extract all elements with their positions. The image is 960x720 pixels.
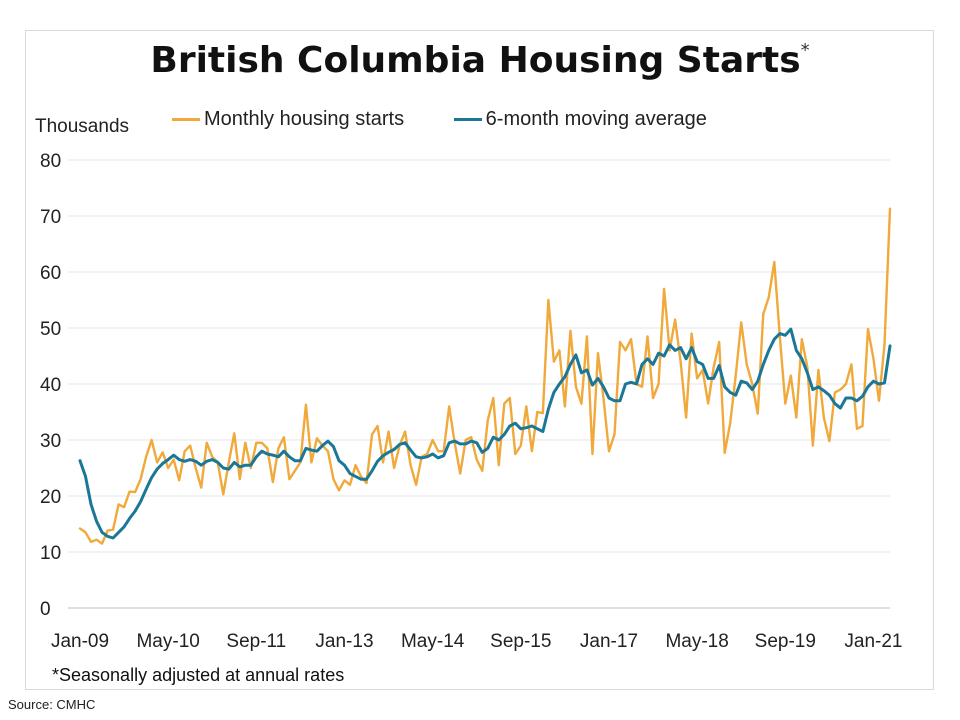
x-tick-labels: Jan-09 May-10 Sep-11 Jan-13 May-14 Sep-15 Jan-… [51,631,903,652]
x-tick-Sep-11: Sep-11 [226,631,286,652]
x-tick-Jan-13: Jan-13 [315,631,373,652]
x-tick-Jan-09: Jan-09 [51,631,109,652]
legend-item-moving-average: 6-month moving average [453,108,707,131]
y-tick-40: 40 [40,375,61,396]
x-tick-Jan-17: Jan-17 [580,631,638,652]
legend-label-monthly: Monthly housing starts [204,108,405,130]
y-tick-80: 80 [40,151,61,172]
y-tick-10: 10 [40,543,61,564]
chart-title: British Columbia Housing Starts* [0,40,960,81]
y-axis-label: Thousands [35,116,130,137]
x-tick-Sep-15: Sep-15 [490,631,551,652]
y-tick-20: 20 [40,487,61,508]
x-tick-Jan-21: Jan-21 [844,631,902,652]
chart-title-asterisk: * [800,40,810,61]
y-tick-50: 50 [40,319,61,340]
footnote: *Seasonally adjusted at annual rates [52,665,345,685]
x-tick-May-18: May-18 [665,631,728,652]
legend-swatch-monthly [172,118,200,121]
y-tick-60: 60 [40,263,61,284]
chart-frame [25,30,934,690]
x-tick-Sep-19: Sep-19 [755,631,816,652]
source-note: Source: CMHC [8,697,96,712]
legend-label-moving-average: 6-month moving average [485,108,707,130]
series-lines [78,207,892,545]
series-line-moving-average [78,327,892,540]
gridlines [68,159,890,609]
legend-swatch-moving-average [453,118,482,121]
y-tick-labels: 0 10 20 30 40 50 60 70 80 [40,151,61,620]
y-tick-30: 30 [40,431,61,452]
y-tick-70: 70 [40,207,61,228]
legend-item-monthly: Monthly housing starts [172,108,404,131]
chart-title-text: British Columbia Housing Starts [150,40,801,81]
x-tick-May-14: May-14 [401,631,465,652]
y-tick-0: 0 [40,599,51,620]
x-tick-May-10: May-10 [136,631,199,652]
series-line-monthly [78,207,892,545]
legend: Monthly housing starts 6-month moving av… [172,104,751,131]
